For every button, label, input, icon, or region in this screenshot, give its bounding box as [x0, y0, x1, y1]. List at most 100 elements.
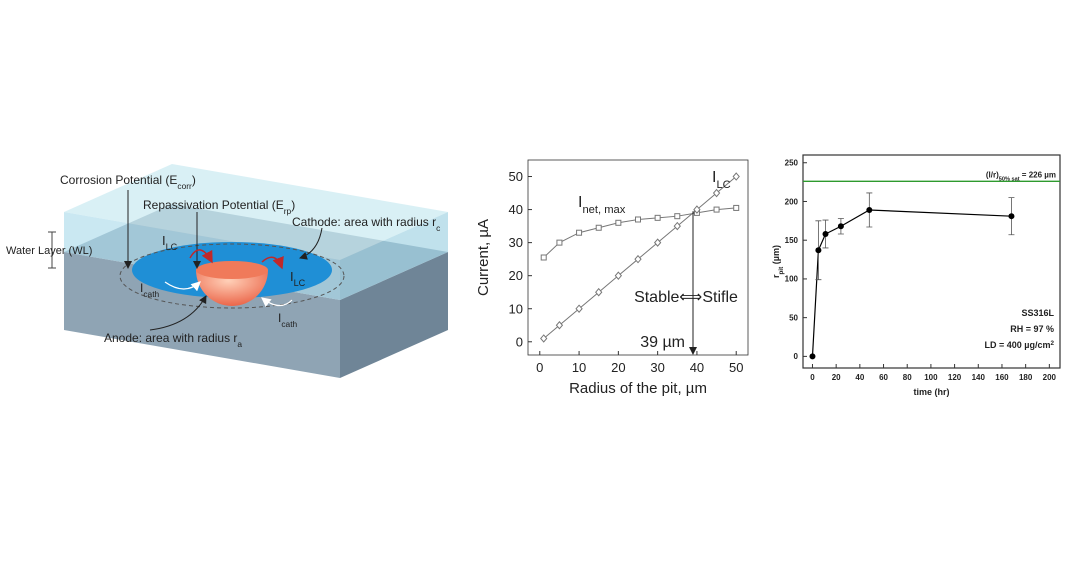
text-part: LC: [166, 242, 178, 252]
text-part: net, max: [582, 204, 625, 216]
x-tick-label: 30: [650, 360, 664, 375]
x-tick-label: 50: [729, 360, 743, 375]
series-line: [811, 209, 1012, 357]
y-tick-label: 10: [509, 301, 523, 316]
text-part: LD = 400 µg/cm: [985, 340, 1051, 350]
y-tick-label: 50: [789, 313, 798, 322]
water-top: [64, 164, 448, 260]
x-tick-label: 100: [924, 373, 938, 382]
marker: [575, 304, 583, 313]
marker: [654, 214, 661, 221]
marker: [595, 224, 602, 231]
annotation: SS316L: [1021, 308, 1054, 318]
y-tick-label: 20: [509, 268, 523, 283]
marker: [732, 172, 740, 181]
water-side: [340, 212, 448, 300]
text-part: I: [278, 311, 281, 325]
text-part: 2: [1050, 340, 1054, 347]
y-tick-label: 200: [785, 197, 799, 206]
annotation: Stable⟺Stifle: [634, 289, 738, 306]
text-part: Repassivation Potential (E: [143, 198, 284, 212]
text-part: ): [192, 173, 196, 187]
text-part: pit: [778, 266, 785, 275]
x-tick-label: 10: [572, 360, 586, 375]
y-tick-label: 250: [785, 159, 799, 168]
y-tick-label: 0: [516, 334, 523, 349]
y-axis-label: Current, µA: [475, 219, 492, 296]
marker: [614, 271, 623, 280]
text-part: Cathode: area with radius r: [292, 215, 436, 229]
text-part: Anode: area with radius r: [104, 331, 237, 345]
x-tick-label: 140: [972, 373, 986, 382]
y-tick-label: 40: [509, 202, 523, 217]
x-axis-label: Radius of the pit, µm: [569, 380, 707, 397]
y-tick-label: 50: [509, 169, 523, 184]
x-tick-label: 40: [690, 360, 704, 375]
series-line: [543, 207, 737, 258]
marker: [556, 239, 563, 246]
marker: [634, 254, 642, 264]
text-part: I: [162, 233, 166, 248]
y-tick-label: 100: [785, 275, 799, 284]
annotation: 39 µm: [640, 334, 685, 351]
marker: [615, 219, 622, 226]
text-part: I: [290, 269, 294, 284]
y-tick-label: 150: [785, 236, 799, 245]
block-side: [340, 252, 448, 378]
marker: [576, 229, 583, 236]
cathode-boundary: [119, 243, 345, 309]
arrow: [164, 281, 201, 292]
marker: [1008, 213, 1015, 220]
text-part: rp: [284, 206, 292, 216]
label: Corrosion Potential (Ecorr): [60, 173, 196, 191]
marker: [673, 221, 681, 231]
x-tick-label: 60: [879, 373, 888, 382]
arrow: [189, 249, 213, 264]
plot-frame: [527, 159, 749, 356]
text-part: corr: [177, 181, 192, 191]
text-part: Corrosion Potential (E: [60, 173, 177, 187]
arrow: [149, 295, 207, 331]
water-bracket: [48, 231, 56, 269]
reference-label: (l/r)50% sat = 226 µm: [986, 170, 1056, 182]
label: Cathode: area with radius rc: [292, 215, 440, 233]
current-label: Icath: [140, 281, 160, 299]
x-tick-label: 120: [948, 373, 962, 382]
marker: [540, 254, 547, 261]
arrow: [299, 227, 323, 260]
marker: [674, 213, 681, 220]
marker: [540, 334, 548, 343]
current-label: ILC: [290, 269, 306, 288]
current-label: Icath: [278, 311, 298, 329]
arrow: [261, 256, 284, 270]
text-part: (µm): [771, 245, 781, 267]
label: Repassivation Potential (Erp): [143, 198, 295, 216]
block-front: [64, 252, 340, 378]
x-tick-label: 0: [810, 373, 815, 382]
text-part: cath: [281, 319, 297, 329]
text-part: LC: [716, 179, 730, 191]
marker: [712, 188, 721, 198]
marker: [555, 320, 564, 330]
marker: [866, 206, 873, 213]
x-tick-label: 20: [611, 360, 625, 375]
annotation: LD = 400 µg/cm2: [985, 340, 1055, 351]
text-part: 50% sat: [999, 176, 1020, 182]
marker: [809, 353, 816, 360]
series-label: ILC: [712, 169, 731, 191]
text-part: = 226 µm: [1020, 170, 1056, 179]
marker: [822, 231, 829, 238]
x-tick-label: 20: [832, 373, 841, 382]
current-label: ILC: [162, 233, 178, 252]
x-tick-label: 80: [903, 373, 912, 382]
text-part: I: [712, 169, 716, 186]
text-part: LC: [294, 278, 306, 288]
marker: [693, 205, 701, 214]
text-part: cath: [143, 289, 159, 299]
y-tick-label: 0: [794, 352, 799, 361]
label: Anode: area with radius ra: [104, 331, 242, 349]
label: Water Layer (WL): [6, 245, 92, 257]
x-tick-label: 200: [1043, 373, 1057, 382]
